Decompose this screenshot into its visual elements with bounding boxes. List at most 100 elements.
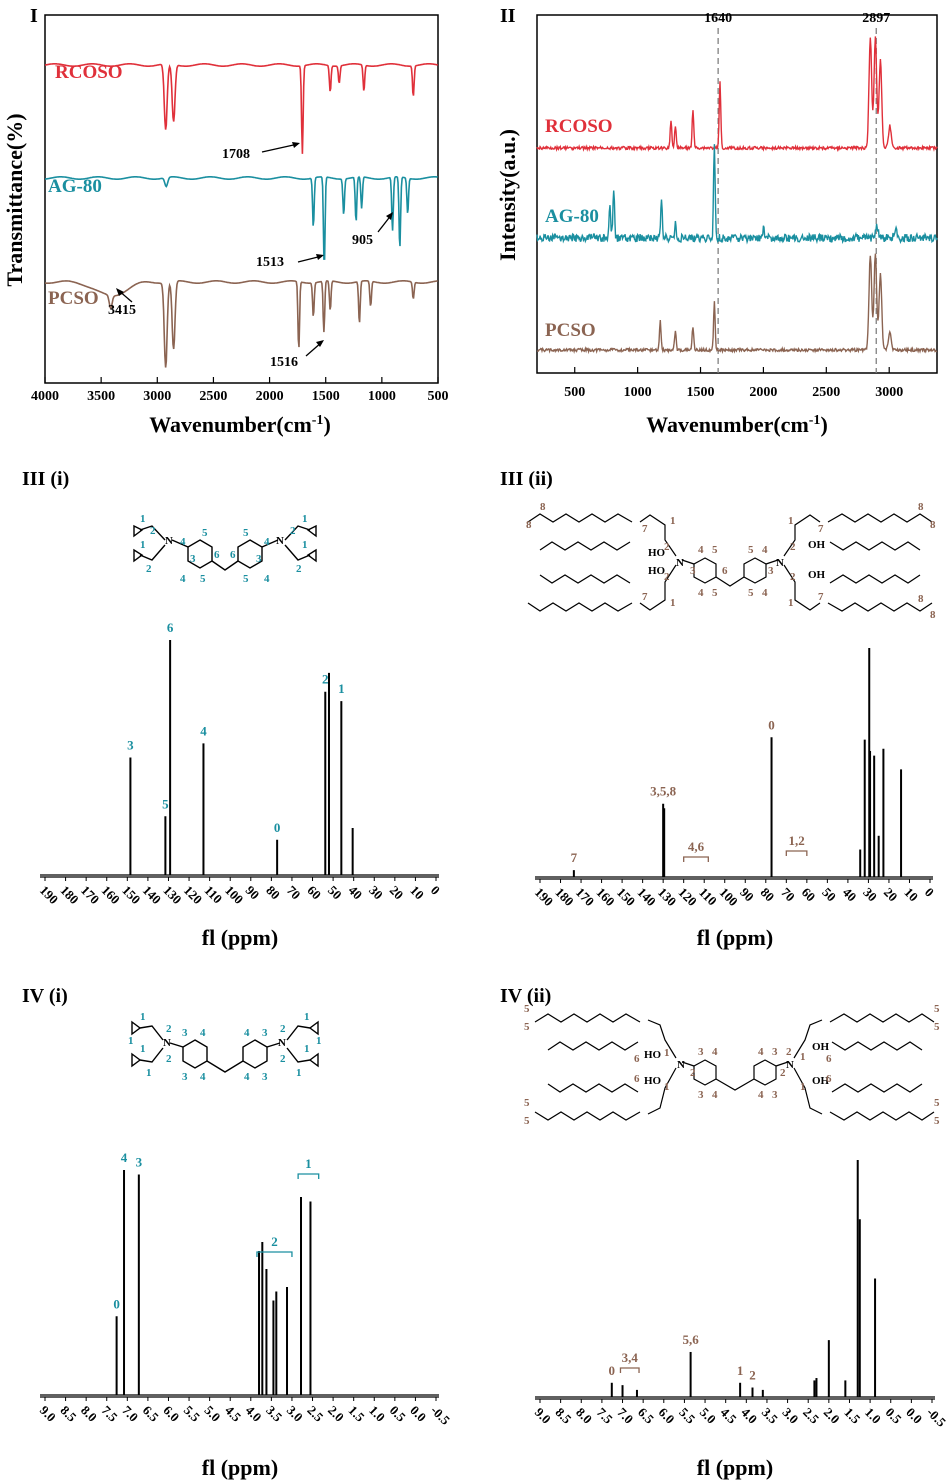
epoxide: [131, 1020, 142, 1036]
ftir-x-ticks: 4000 3500 3000 2500 2000 1500 1000 500: [31, 377, 449, 404]
methylene-bridge: [206, 1060, 244, 1073]
struct-num: 5: [200, 573, 206, 585]
peak-label: 5: [162, 796, 169, 811]
struct-num: 2: [290, 525, 296, 537]
struct-num: 2: [296, 563, 302, 575]
struct-oh: OH: [812, 1075, 830, 1087]
x-tick-label: 150: [614, 885, 638, 909]
peak-bracket-label: 2: [271, 1234, 278, 1249]
x-tick-label: 4.0: [738, 1405, 760, 1427]
struct-num: 3: [690, 565, 696, 577]
struct-num: 2: [664, 541, 670, 553]
annot-1516: 1516: [270, 355, 298, 370]
struct-num: 2: [280, 1053, 286, 1065]
x-tick-label: 80: [758, 885, 778, 905]
peak-label: 4: [121, 1150, 128, 1165]
struct-num: 4: [698, 587, 704, 599]
struct-num: 1: [316, 1035, 322, 1047]
raman-series-label: AG-80: [545, 206, 599, 227]
chain: [547, 1041, 639, 1051]
x-tick-label: 7.0: [614, 1405, 636, 1427]
x-tick-label: 80: [263, 883, 283, 903]
x-tick-label: 1.0: [366, 1403, 388, 1425]
peak-label: 5,6: [682, 1332, 699, 1347]
raman-line-PCSO: [536, 253, 937, 355]
benzene-ring-right: [753, 1059, 777, 1086]
x-tick-label: 1.5: [346, 1403, 368, 1425]
struct-num: 3: [698, 1089, 704, 1101]
x-tick-label: 7.0: [119, 1403, 141, 1425]
struct-num: 1: [670, 515, 676, 527]
struct-oh: OH: [808, 539, 826, 551]
x-tick-label: 4.5: [222, 1403, 244, 1425]
raman-y-axis-title: Intensity(a.u.): [495, 129, 520, 261]
x-tick-label: 180: [57, 883, 81, 907]
arm: [647, 1019, 677, 1059]
x-tick-label: 100: [717, 885, 741, 909]
x-tick-label: 190: [532, 885, 556, 909]
struct-num: 2: [664, 571, 670, 583]
x-tick-label: 8.5: [553, 1405, 575, 1427]
x-tick-label: 9.0: [37, 1403, 59, 1425]
x-tick-label: 3.5: [759, 1405, 781, 1427]
x-tick-label: 70: [778, 885, 798, 905]
x-tick-label: 3000: [875, 385, 903, 400]
struct-num: 1: [304, 1011, 310, 1023]
structure-ag80-c13-labels: N N 1 2 1 2 4 5 6 6 5 4 1 2 1 2 3 3 4 5 …: [140, 513, 308, 585]
peak-label: 2: [749, 1368, 756, 1383]
peak-bracket: [785, 850, 808, 856]
x-tick-label: 40: [346, 883, 366, 903]
nmr-h1-pcso-x-axis-title: fl (ppm): [697, 1455, 773, 1480]
x-tick-label: 140: [140, 883, 164, 907]
nmr-c13-ag80-x-axis-title: fl (ppm): [202, 925, 278, 950]
panel-c13-ag80: III (i) N N 1 2 1 2 4 5 6 6: [22, 468, 443, 950]
raman-x-ticks: 500 1000 1500 2000 2500 3000: [564, 367, 903, 400]
raman-line-RCOSO: [536, 36, 938, 153]
struct-atom-n-right: N: [776, 557, 784, 569]
panel-c13-pcso: III (ii) N N HO OH HO OH: [500, 468, 937, 950]
raman-reference-lines: 1640 2897: [704, 11, 890, 373]
struct-num: 1: [302, 513, 308, 525]
struct-num: 6: [634, 1053, 640, 1065]
structure-pcso-c13-labels: N N HO OH HO OH 7 1 4 5 6 5 4 1 7 8 8 2 …: [526, 501, 936, 621]
bond-n-right: [261, 539, 279, 548]
x-tick-label: 3500: [87, 389, 115, 404]
x-tick-label: 30: [860, 885, 880, 905]
x-tick-label: 30: [366, 883, 386, 903]
x-tick-label: 8.5: [57, 1403, 79, 1425]
x-tick-label: -0.5: [428, 1403, 454, 1429]
x-tick-label: 7.5: [594, 1405, 616, 1427]
struct-num: 6: [634, 1073, 640, 1085]
struct-num: 5: [524, 1003, 530, 1015]
struct-num: 1: [302, 539, 308, 551]
x-tick-label: 1000: [624, 385, 652, 400]
struct-num: 8: [918, 501, 924, 513]
chain: [534, 1111, 641, 1121]
peak-label: 1: [338, 681, 345, 696]
struct-num: 4: [758, 1089, 764, 1101]
chain: [534, 1013, 641, 1023]
peak-label: 0: [274, 820, 281, 835]
struct-num: 4: [244, 1027, 250, 1039]
panel-h1-pcso: IV (ii) N N HO OH HO OH: [500, 985, 949, 1480]
struct-ho: HO: [648, 547, 666, 559]
x-tick-label: 2.5: [800, 1405, 822, 1427]
annot-1708: 1708: [222, 147, 250, 162]
struct-num: 4: [180, 573, 186, 585]
x-tick-label: 130: [160, 883, 184, 907]
peak-bracket-label: 3,4: [622, 1350, 639, 1365]
struct-num: 4: [264, 536, 270, 548]
struct-num: 5: [243, 527, 249, 539]
ftir-x-axis-title: Wavenumber(cm-1): [149, 412, 331, 437]
struct-num: 5: [934, 1115, 940, 1127]
chain: [547, 1083, 639, 1093]
struct-num: 3: [768, 565, 774, 577]
struct-num: 6: [826, 1073, 832, 1085]
methylene-bridge: [715, 576, 745, 587]
arm: [793, 1067, 823, 1115]
peak-label: 0: [113, 1296, 120, 1311]
struct-num: 5: [524, 1097, 530, 1109]
x-tick-label: 160: [99, 883, 123, 907]
x-tick-label: 70: [284, 883, 304, 903]
